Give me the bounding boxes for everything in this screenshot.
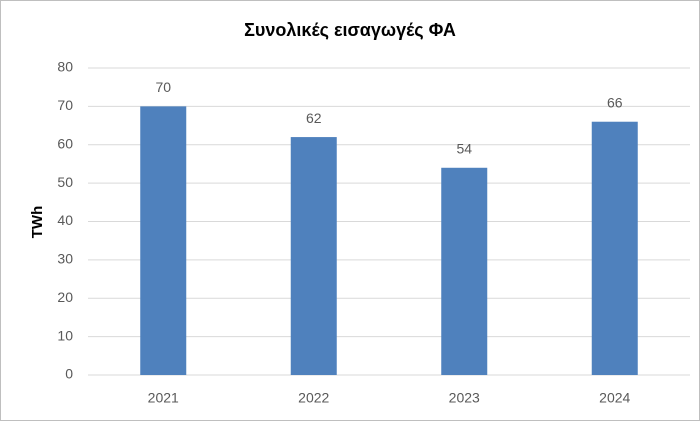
y-tick-label: 0 bbox=[65, 366, 73, 382]
bar bbox=[290, 137, 337, 375]
x-tick-label: 2023 bbox=[449, 390, 480, 406]
y-tick-label: 50 bbox=[57, 174, 73, 190]
y-tick-label: 70 bbox=[57, 97, 73, 113]
x-tick-label: 2024 bbox=[599, 390, 630, 406]
y-tick-label: 40 bbox=[57, 212, 73, 228]
data-label: 66 bbox=[607, 94, 623, 110]
y-tick-label: 80 bbox=[57, 59, 73, 75]
bar bbox=[441, 167, 488, 375]
y-tick-label: 30 bbox=[57, 251, 73, 267]
y-tick-label: 20 bbox=[57, 289, 73, 305]
x-tick-label: 2021 bbox=[148, 390, 179, 406]
y-axis-label: TWh bbox=[29, 206, 46, 238]
x-tick-label: 2022 bbox=[298, 390, 329, 406]
y-tick-label: 60 bbox=[57, 135, 73, 151]
data-label: 54 bbox=[456, 140, 472, 156]
y-tick-label: 10 bbox=[57, 327, 73, 343]
bar bbox=[591, 121, 638, 375]
chart-title: Συνολικές εισαγωγές ΦΑ bbox=[244, 20, 456, 40]
bar bbox=[140, 106, 187, 375]
data-label: 70 bbox=[155, 79, 171, 95]
data-label: 62 bbox=[306, 110, 322, 126]
